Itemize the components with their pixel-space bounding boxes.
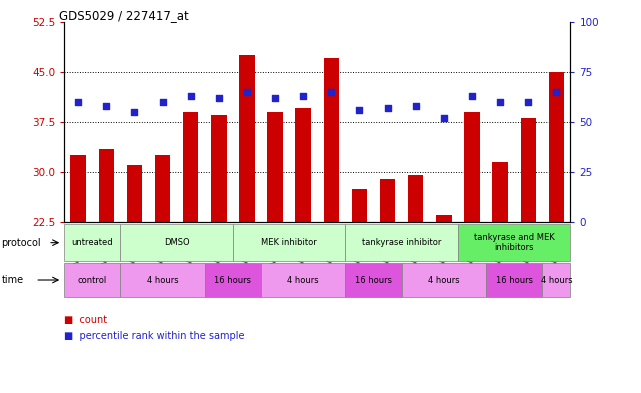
Bar xyxy=(324,58,339,222)
Bar xyxy=(296,108,311,222)
Point xyxy=(523,99,533,105)
Text: 4 hours: 4 hours xyxy=(287,275,319,285)
Point xyxy=(186,93,196,99)
Bar xyxy=(267,112,283,222)
Bar xyxy=(492,162,508,222)
Bar xyxy=(345,224,458,261)
Bar xyxy=(233,224,345,261)
Bar xyxy=(436,215,452,222)
Text: 4 hours: 4 hours xyxy=(540,275,572,285)
Text: MEK inhibitor: MEK inhibitor xyxy=(262,238,317,247)
Point xyxy=(73,99,83,105)
Bar xyxy=(542,263,570,297)
Bar xyxy=(127,165,142,222)
Bar xyxy=(239,55,254,222)
Bar xyxy=(121,263,204,297)
Bar xyxy=(464,112,479,222)
Text: GDS5029 / 227417_at: GDS5029 / 227417_at xyxy=(59,9,189,22)
Point xyxy=(354,107,365,113)
Bar xyxy=(261,263,345,297)
Point xyxy=(242,88,252,95)
Bar xyxy=(408,175,424,222)
Point xyxy=(270,95,280,101)
Text: ■  count: ■ count xyxy=(64,315,107,325)
Point xyxy=(411,103,421,109)
Bar xyxy=(204,263,261,297)
Point xyxy=(129,108,140,115)
Bar xyxy=(71,155,86,222)
Text: 4 hours: 4 hours xyxy=(428,275,460,285)
Text: protocol: protocol xyxy=(1,238,41,248)
Point xyxy=(158,99,168,105)
Bar xyxy=(380,178,395,222)
Bar xyxy=(155,155,171,222)
Text: ■  percentile rank within the sample: ■ percentile rank within the sample xyxy=(64,331,245,341)
Bar xyxy=(64,263,121,297)
Point xyxy=(101,103,112,109)
Text: tankyrase inhibitor: tankyrase inhibitor xyxy=(362,238,442,247)
Bar xyxy=(99,149,114,222)
Bar xyxy=(402,263,486,297)
Bar xyxy=(549,72,564,222)
Point xyxy=(495,99,505,105)
Text: DMSO: DMSO xyxy=(164,238,190,247)
Point xyxy=(213,95,224,101)
Bar xyxy=(352,189,367,222)
Point xyxy=(383,105,393,111)
Bar xyxy=(121,224,233,261)
Point xyxy=(467,93,477,99)
Text: control: control xyxy=(78,275,107,285)
Text: 16 hours: 16 hours xyxy=(355,275,392,285)
Bar xyxy=(211,115,226,222)
Bar xyxy=(486,263,542,297)
Bar xyxy=(183,112,199,222)
Bar xyxy=(64,224,121,261)
Text: 16 hours: 16 hours xyxy=(214,275,251,285)
Bar xyxy=(345,263,402,297)
Text: tankyrase and MEK
inhibitors: tankyrase and MEK inhibitors xyxy=(474,233,554,252)
Point xyxy=(551,88,562,95)
Text: time: time xyxy=(1,275,24,285)
Bar xyxy=(458,224,570,261)
Point xyxy=(298,93,308,99)
Text: 4 hours: 4 hours xyxy=(147,275,178,285)
Text: 16 hours: 16 hours xyxy=(495,275,533,285)
Text: untreated: untreated xyxy=(71,238,113,247)
Bar xyxy=(520,118,536,222)
Point xyxy=(438,115,449,121)
Point xyxy=(326,88,337,95)
